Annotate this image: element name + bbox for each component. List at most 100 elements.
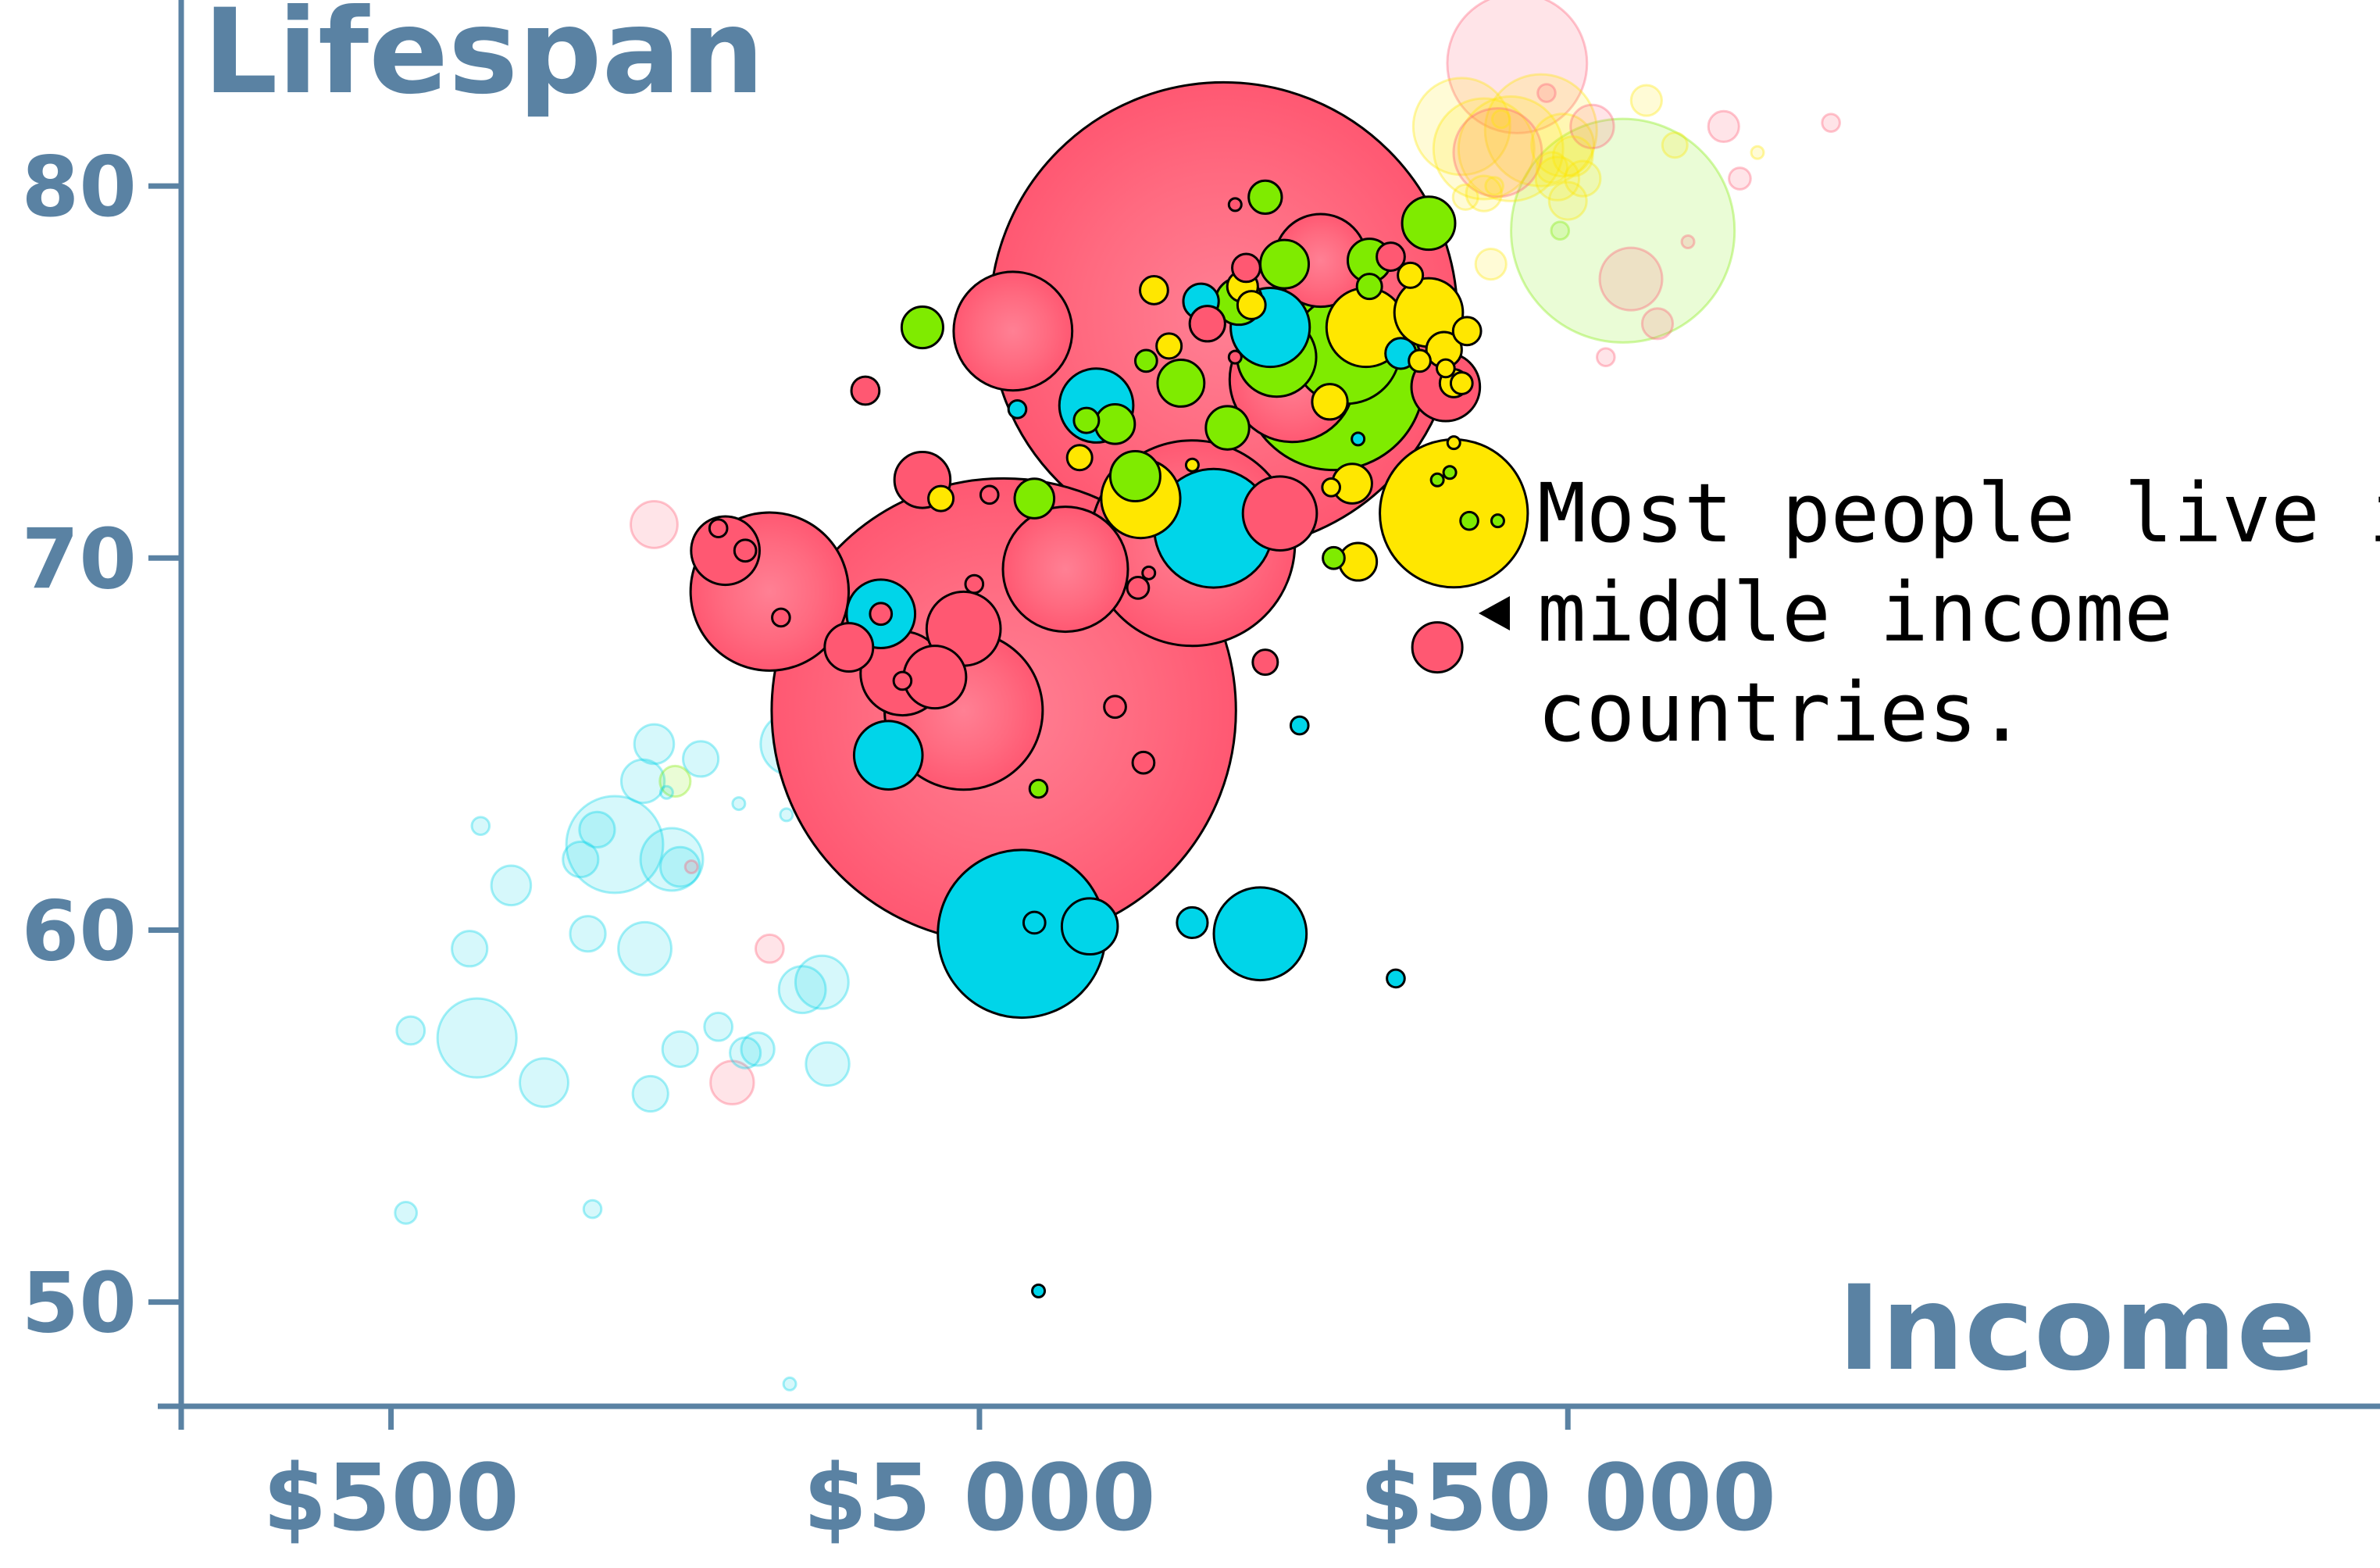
bubble-asia[interactable] <box>1241 475 1318 552</box>
bubble-faded-asia[interactable] <box>1446 0 1589 134</box>
bubble-faded-europe[interactable] <box>1457 95 1565 202</box>
bubble-africa[interactable] <box>1031 1283 1047 1298</box>
bubble-faded-africa[interactable] <box>703 1011 734 1042</box>
bubble-europe[interactable] <box>1236 290 1267 320</box>
bubble-faded-africa[interactable] <box>519 1057 569 1109</box>
bubble-faded-africa[interactable] <box>794 954 850 1010</box>
bubble-faded-europe[interactable] <box>1750 145 1765 160</box>
bubble-faded-americas[interactable] <box>658 764 692 798</box>
bubble-europe[interactable] <box>1311 383 1349 421</box>
bubble-faded-africa[interactable] <box>658 845 701 888</box>
bubble-faded-asia[interactable] <box>1598 246 1664 312</box>
bubble-africa[interactable] <box>1289 715 1310 736</box>
bubble-africa[interactable] <box>1022 910 1047 935</box>
bubble-faded-asia[interactable] <box>1452 107 1543 198</box>
bubble-faded-africa[interactable] <box>729 1036 762 1070</box>
bubble-europe[interactable] <box>1139 275 1169 305</box>
bubble-faded-asia[interactable] <box>1640 307 1675 341</box>
bubble-europe[interactable] <box>1449 371 1474 395</box>
bubble-europe[interactable] <box>1446 435 1461 451</box>
bubble-africa[interactable] <box>1176 905 1209 940</box>
bubble-americas[interactable] <box>900 305 944 350</box>
bubble-faded-asia[interactable] <box>754 933 785 964</box>
bubble-faded-africa[interactable] <box>569 915 607 953</box>
bubble-asia[interactable] <box>771 607 791 628</box>
bubble-asia[interactable] <box>1188 305 1226 343</box>
bubble-africa[interactable] <box>1007 398 1028 420</box>
bubble-faded-asia[interactable] <box>1569 103 1615 150</box>
bubble-africa[interactable] <box>1212 886 1308 982</box>
bubble-asia[interactable] <box>1411 621 1464 674</box>
bubble-faded-europe[interactable] <box>1661 131 1689 159</box>
bubble-faded-europe[interactable] <box>1451 183 1479 211</box>
bubble-europe[interactable] <box>1436 358 1456 379</box>
bubble-asia[interactable] <box>964 573 985 595</box>
bubble-faded-africa[interactable] <box>470 816 491 836</box>
bubble-faded-africa[interactable] <box>631 1074 669 1113</box>
bubble-asia[interactable] <box>979 484 1000 505</box>
bubble-faded-africa[interactable] <box>619 758 666 805</box>
bubble-americas[interactable] <box>1108 450 1161 503</box>
bubble-africa[interactable] <box>1351 431 1366 447</box>
bubble-faded-europe[interactable] <box>1432 97 1536 201</box>
bubble-europe[interactable] <box>1408 348 1432 373</box>
bubble-americas[interactable] <box>1204 405 1251 451</box>
bubble-faded-asia[interactable] <box>1536 83 1557 103</box>
bubble-asia[interactable] <box>1231 252 1261 284</box>
bubble-faded-africa[interactable] <box>395 1015 426 1046</box>
bubble-faded-africa[interactable] <box>639 827 705 892</box>
bubble-asia[interactable] <box>1227 349 1243 365</box>
bubble-europe[interactable] <box>1379 438 1529 589</box>
bubble-asia[interactable] <box>952 270 1074 392</box>
bubble-europe[interactable] <box>1397 261 1425 289</box>
bubble-faded-europe[interactable] <box>1465 174 1503 213</box>
bubble-asia[interactable] <box>690 515 761 587</box>
bubble-faded-africa[interactable] <box>658 784 674 800</box>
bubble-americas[interactable] <box>1429 472 1445 488</box>
bubble-faded-europe[interactable] <box>1490 109 1511 130</box>
bubble-americas[interactable] <box>1355 273 1383 301</box>
bubble-americas[interactable] <box>1490 513 1505 529</box>
bubble-faded-africa[interactable] <box>740 1031 776 1067</box>
bubble-americas[interactable] <box>1401 195 1457 252</box>
bubble-faded-asia[interactable] <box>1680 234 1696 250</box>
bubble-asia[interactable] <box>902 645 968 710</box>
bubble-faded-africa[interactable] <box>562 840 600 879</box>
bubble-asia[interactable] <box>850 375 881 406</box>
bubble-americas[interactable] <box>1322 545 1346 570</box>
bubble-europe[interactable] <box>927 484 955 513</box>
bubble-asia[interactable] <box>1251 648 1279 677</box>
bubble-faded-europe[interactable] <box>1629 84 1663 117</box>
bubble-asia[interactable] <box>823 622 875 673</box>
bubble-europe[interactable] <box>1155 332 1183 360</box>
bubble-europe[interactable] <box>1321 477 1341 498</box>
bubble-faded-americas[interactable] <box>1510 117 1736 344</box>
bubble-faded-asia[interactable] <box>683 859 699 875</box>
bubble-faded-europe[interactable] <box>1551 135 1594 177</box>
bubble-faded-europe[interactable] <box>1530 113 1596 178</box>
bubble-asia[interactable] <box>1141 565 1157 580</box>
bubble-faded-africa[interactable] <box>661 1030 699 1068</box>
bubble-faded-asia[interactable] <box>1728 166 1752 191</box>
bubble-faded-africa[interactable] <box>731 796 747 812</box>
bubble-asia[interactable] <box>1103 695 1127 720</box>
bubble-faded-asia[interactable] <box>630 499 679 549</box>
bubble-asia[interactable] <box>1126 576 1151 600</box>
bubble-faded-africa[interactable] <box>394 1201 419 1225</box>
bubble-asia[interactable] <box>892 670 913 691</box>
bubble-faded-africa[interactable] <box>779 807 794 823</box>
bubble-faded-europe[interactable] <box>1547 180 1588 221</box>
bubble-faded-africa[interactable] <box>451 930 489 968</box>
bubble-africa[interactable] <box>1060 897 1119 955</box>
bubble-asia[interactable] <box>708 518 729 539</box>
bubble-asia[interactable] <box>1131 750 1156 775</box>
bubble-faded-africa[interactable] <box>681 740 720 778</box>
bubble-europe[interactable] <box>1065 444 1094 472</box>
bubble-asia[interactable] <box>1227 197 1243 213</box>
bubble-faded-africa[interactable] <box>777 965 827 1015</box>
bubble-faded-africa[interactable] <box>436 997 518 1079</box>
bubble-faded-africa[interactable] <box>633 723 676 766</box>
bubble-europe[interactable] <box>1451 316 1483 347</box>
bubble-americas[interactable] <box>1072 406 1101 434</box>
bubble-faded-africa[interactable] <box>490 864 533 907</box>
